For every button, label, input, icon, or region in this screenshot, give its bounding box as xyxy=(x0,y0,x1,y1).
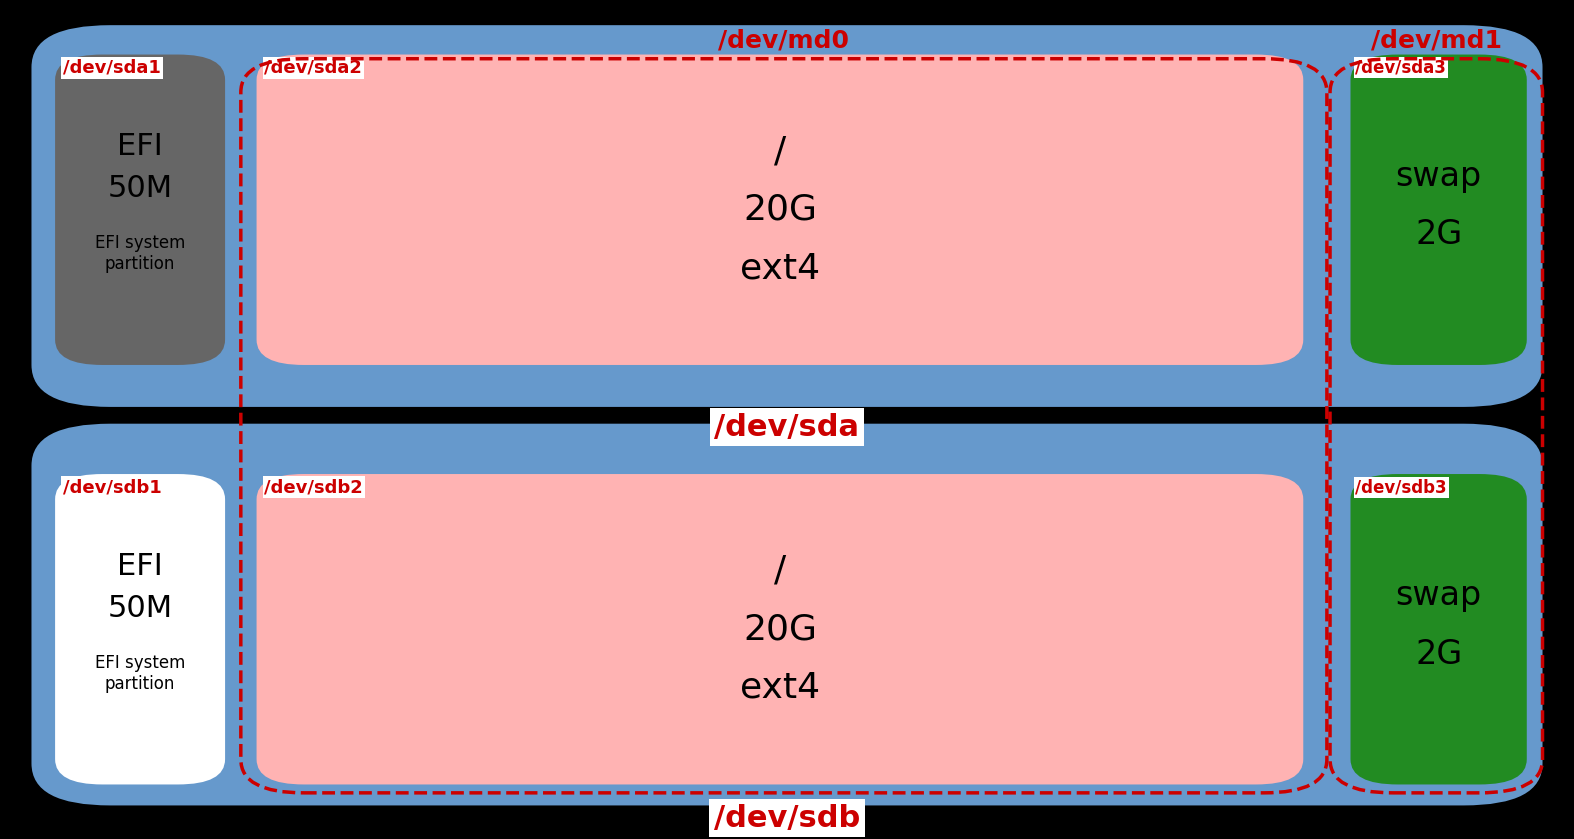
FancyBboxPatch shape xyxy=(31,25,1543,407)
Text: /dev/md0: /dev/md0 xyxy=(718,28,850,52)
Text: 50M: 50M xyxy=(107,175,173,203)
Text: EFI: EFI xyxy=(116,552,164,581)
Text: ext4: ext4 xyxy=(740,252,820,285)
Text: 2G: 2G xyxy=(1415,218,1462,252)
Text: /dev/sda: /dev/sda xyxy=(715,413,859,442)
Text: /dev/sda1: /dev/sda1 xyxy=(63,59,161,76)
Text: swap: swap xyxy=(1396,159,1481,193)
Text: /dev/md1: /dev/md1 xyxy=(1371,28,1502,52)
Text: EFI: EFI xyxy=(116,133,164,161)
Text: /dev/sdb: /dev/sdb xyxy=(715,804,859,832)
FancyBboxPatch shape xyxy=(1350,55,1527,365)
Text: 2G: 2G xyxy=(1415,638,1462,671)
Text: EFI system: EFI system xyxy=(94,654,186,672)
FancyBboxPatch shape xyxy=(257,55,1303,365)
FancyBboxPatch shape xyxy=(55,474,225,784)
FancyBboxPatch shape xyxy=(31,424,1543,805)
Text: partition: partition xyxy=(105,255,175,274)
FancyBboxPatch shape xyxy=(257,474,1303,784)
Text: 20G: 20G xyxy=(743,193,817,227)
FancyBboxPatch shape xyxy=(55,55,225,365)
Text: /dev/sdb3: /dev/sdb3 xyxy=(1355,478,1447,496)
Text: /: / xyxy=(774,554,785,587)
Text: 20G: 20G xyxy=(743,612,817,646)
Text: swap: swap xyxy=(1396,579,1481,612)
Text: /dev/sda3: /dev/sda3 xyxy=(1355,59,1447,76)
Text: EFI system: EFI system xyxy=(94,234,186,253)
Text: /dev/sdb2: /dev/sdb2 xyxy=(264,478,364,496)
Text: ext4: ext4 xyxy=(740,671,820,705)
Text: /dev/sda2: /dev/sda2 xyxy=(264,59,362,76)
Text: /dev/sdb1: /dev/sdb1 xyxy=(63,478,162,496)
Text: /: / xyxy=(774,134,785,168)
FancyBboxPatch shape xyxy=(1350,474,1527,784)
Text: 50M: 50M xyxy=(107,594,173,623)
Text: partition: partition xyxy=(105,675,175,693)
